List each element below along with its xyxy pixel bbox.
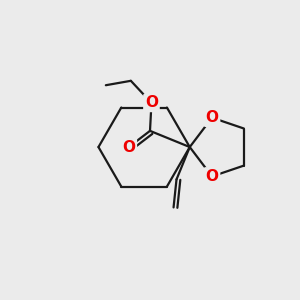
Text: O: O	[145, 95, 158, 110]
Text: O: O	[122, 140, 135, 154]
Text: O: O	[206, 110, 218, 125]
Text: O: O	[206, 169, 218, 184]
